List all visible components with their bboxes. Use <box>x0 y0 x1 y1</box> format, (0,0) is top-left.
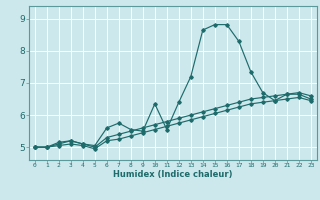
X-axis label: Humidex (Indice chaleur): Humidex (Indice chaleur) <box>113 170 233 179</box>
